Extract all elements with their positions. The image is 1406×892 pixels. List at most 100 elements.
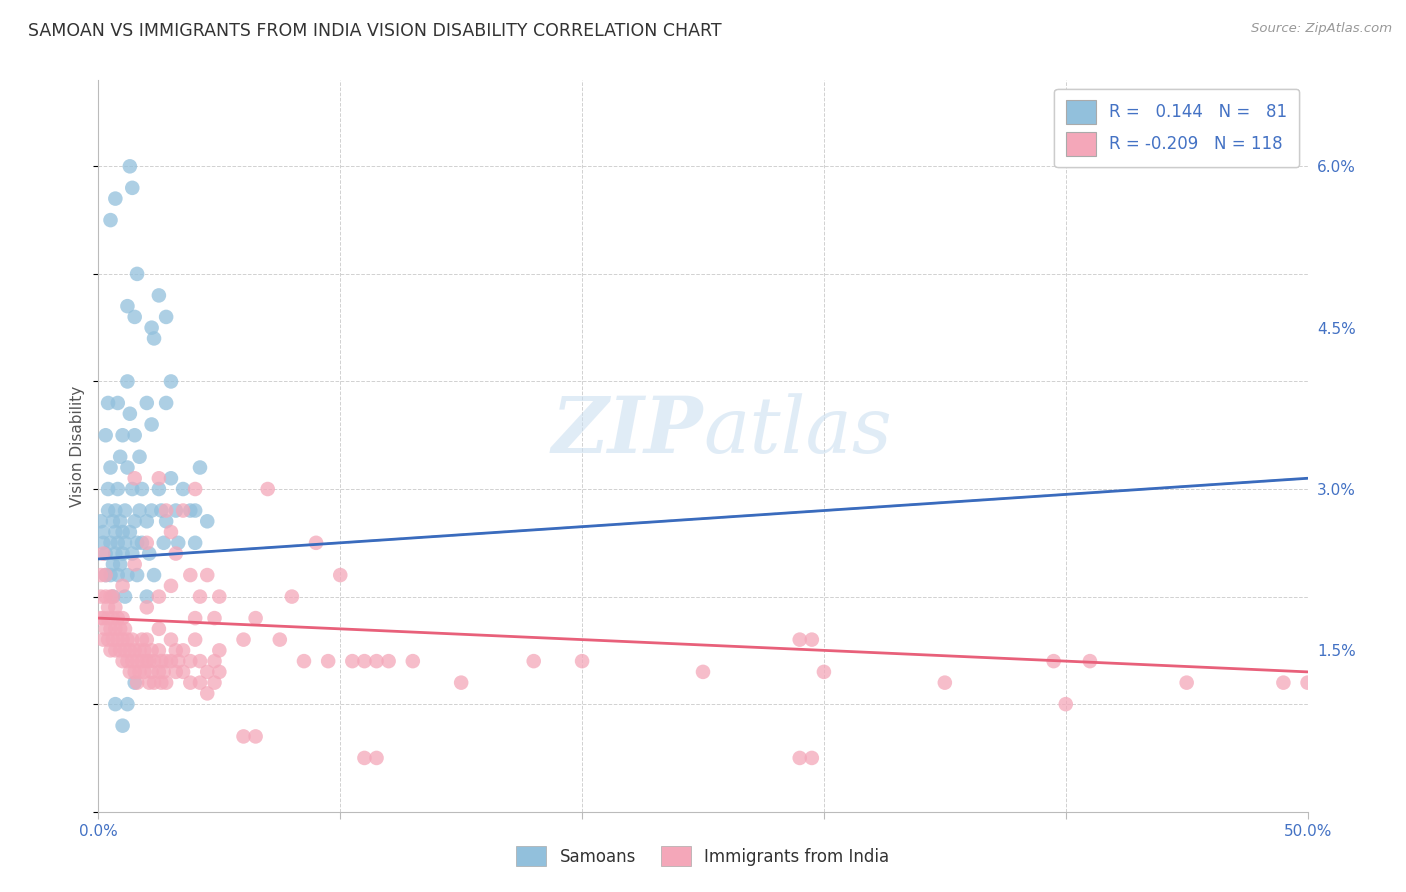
Point bbox=[104, 547, 127, 561]
Point bbox=[114, 643, 136, 657]
Point bbox=[165, 547, 187, 561]
Point bbox=[91, 611, 114, 625]
Point bbox=[135, 536, 157, 550]
Point bbox=[127, 568, 149, 582]
Point bbox=[121, 547, 143, 561]
Point bbox=[121, 482, 143, 496]
Point bbox=[195, 686, 218, 700]
Point bbox=[141, 643, 163, 657]
Point bbox=[1272, 675, 1295, 690]
Point bbox=[179, 568, 201, 582]
Point bbox=[111, 719, 134, 733]
Point bbox=[150, 503, 173, 517]
Point bbox=[184, 503, 207, 517]
Point bbox=[91, 536, 114, 550]
Point bbox=[377, 654, 399, 668]
Point bbox=[90, 514, 112, 528]
Point bbox=[118, 524, 141, 539]
Point bbox=[172, 503, 194, 517]
Point bbox=[107, 396, 129, 410]
Point bbox=[118, 665, 141, 679]
Point bbox=[152, 665, 174, 679]
Point bbox=[111, 524, 134, 539]
Point bbox=[1042, 654, 1064, 668]
Point bbox=[101, 590, 124, 604]
Point bbox=[138, 654, 160, 668]
Y-axis label: Vision Disability: Vision Disability bbox=[70, 385, 86, 507]
Point bbox=[150, 654, 173, 668]
Point bbox=[148, 665, 170, 679]
Point bbox=[692, 665, 714, 679]
Point bbox=[366, 751, 388, 765]
Point bbox=[934, 675, 956, 690]
Point bbox=[94, 622, 117, 636]
Point bbox=[100, 460, 122, 475]
Point bbox=[131, 482, 153, 496]
Point bbox=[117, 632, 139, 647]
Point bbox=[101, 632, 124, 647]
Point bbox=[94, 547, 117, 561]
Point bbox=[155, 503, 177, 517]
Point bbox=[131, 654, 153, 668]
Point bbox=[91, 524, 114, 539]
Point bbox=[114, 503, 136, 517]
Point bbox=[188, 460, 211, 475]
Point bbox=[104, 524, 127, 539]
Point bbox=[204, 675, 226, 690]
Point bbox=[124, 643, 146, 657]
Point bbox=[148, 643, 170, 657]
Point bbox=[97, 503, 120, 517]
Point bbox=[128, 665, 150, 679]
Point bbox=[148, 622, 170, 636]
Point bbox=[155, 310, 177, 324]
Point bbox=[172, 482, 194, 496]
Point bbox=[1078, 654, 1101, 668]
Point bbox=[117, 697, 139, 711]
Text: SAMOAN VS IMMIGRANTS FROM INDIA VISION DISABILITY CORRELATION CHART: SAMOAN VS IMMIGRANTS FROM INDIA VISION D… bbox=[28, 22, 721, 40]
Point bbox=[121, 654, 143, 668]
Point bbox=[114, 622, 136, 636]
Point bbox=[160, 375, 183, 389]
Point bbox=[107, 611, 129, 625]
Legend: R =   0.144   N =   81, R = -0.209   N = 118: R = 0.144 N = 81, R = -0.209 N = 118 bbox=[1054, 88, 1299, 168]
Point bbox=[124, 558, 146, 572]
Point bbox=[90, 590, 112, 604]
Point bbox=[117, 654, 139, 668]
Point bbox=[101, 558, 124, 572]
Point bbox=[108, 622, 131, 636]
Point bbox=[111, 654, 134, 668]
Point bbox=[160, 579, 183, 593]
Legend: Samoans, Immigrants from India: Samoans, Immigrants from India bbox=[508, 838, 898, 875]
Point bbox=[165, 665, 187, 679]
Point bbox=[135, 396, 157, 410]
Point bbox=[128, 503, 150, 517]
Point bbox=[124, 675, 146, 690]
Point bbox=[232, 730, 254, 744]
Point bbox=[208, 643, 231, 657]
Point bbox=[94, 590, 117, 604]
Point bbox=[789, 632, 811, 647]
Point bbox=[104, 192, 127, 206]
Point bbox=[128, 643, 150, 657]
Point bbox=[100, 643, 122, 657]
Point bbox=[111, 611, 134, 625]
Point bbox=[316, 654, 339, 668]
Point bbox=[143, 654, 166, 668]
Point bbox=[101, 514, 124, 528]
Point bbox=[135, 654, 157, 668]
Point bbox=[131, 536, 153, 550]
Point bbox=[107, 632, 129, 647]
Point bbox=[138, 547, 160, 561]
Point bbox=[131, 632, 153, 647]
Point bbox=[155, 675, 177, 690]
Point bbox=[127, 267, 149, 281]
Point bbox=[127, 654, 149, 668]
Point bbox=[195, 514, 218, 528]
Point bbox=[107, 536, 129, 550]
Point bbox=[104, 622, 127, 636]
Point bbox=[104, 503, 127, 517]
Point bbox=[208, 665, 231, 679]
Point bbox=[143, 331, 166, 345]
Point bbox=[138, 675, 160, 690]
Point bbox=[97, 611, 120, 625]
